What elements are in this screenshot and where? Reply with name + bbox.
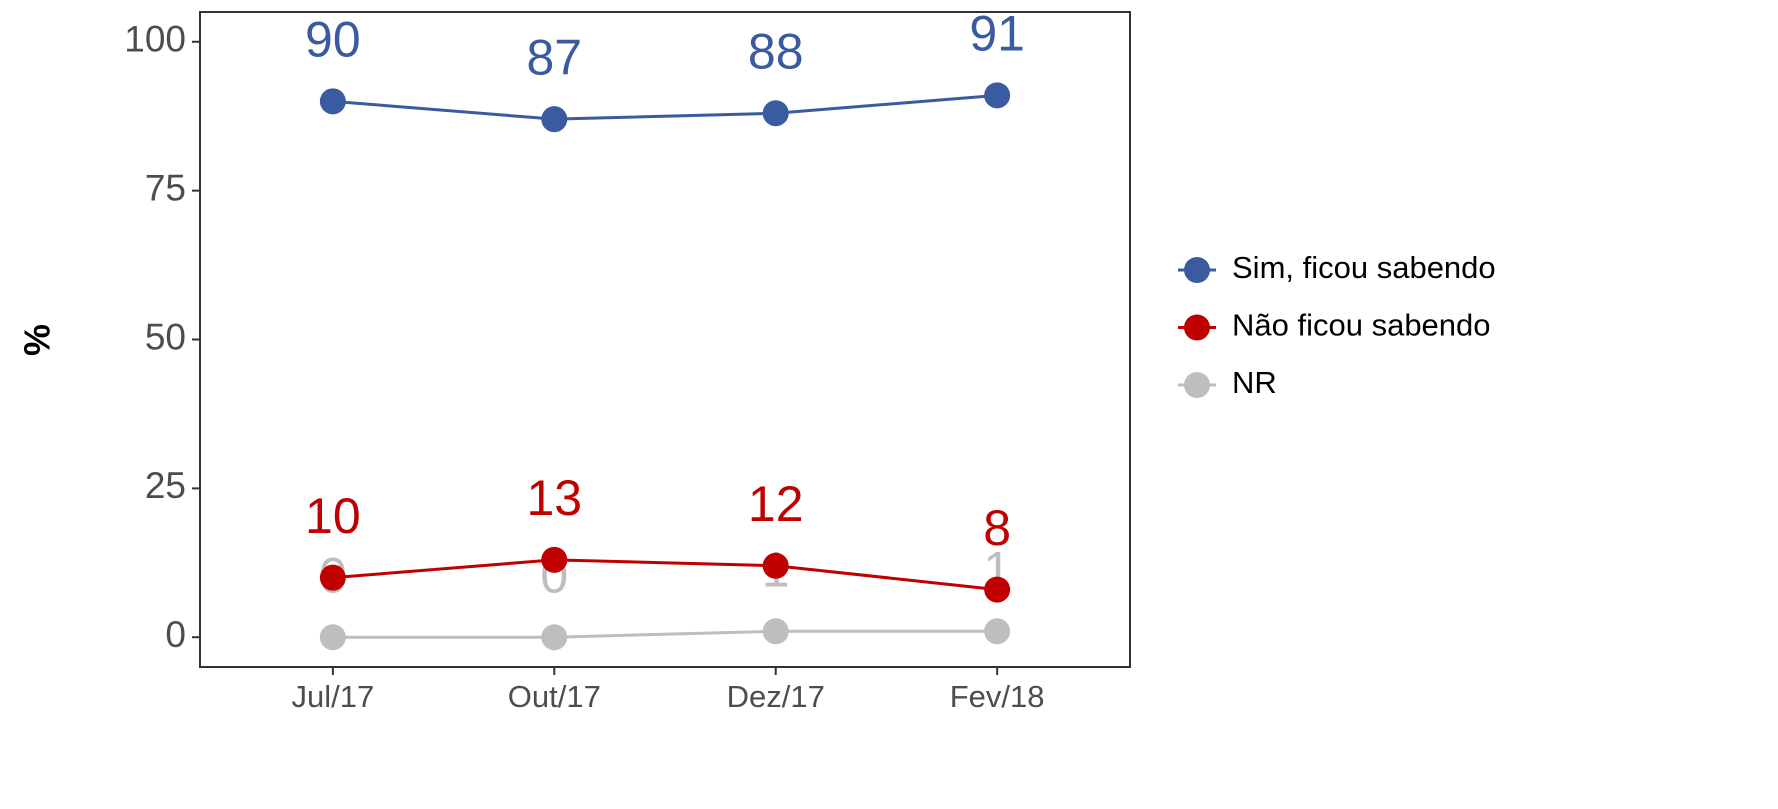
data-label: 13 [526, 470, 582, 526]
data-label: 87 [526, 29, 582, 85]
x-tick-label: Dez/17 [727, 679, 825, 714]
data-label: 88 [748, 23, 804, 79]
data-point [319, 564, 346, 591]
data-point [762, 618, 789, 645]
data-point [541, 546, 568, 573]
legend-key-point [1184, 257, 1210, 283]
y-tick-label: 75 [145, 167, 186, 208]
data-point [984, 576, 1011, 603]
data-point [319, 88, 346, 115]
data-point [984, 618, 1011, 645]
y-axis-label: % [17, 324, 58, 356]
x-tick-label: Jul/17 [291, 679, 374, 714]
x-tick-label: Out/17 [508, 679, 601, 714]
data-label: 10 [305, 488, 361, 544]
data-label: 90 [305, 12, 361, 68]
data-point [762, 100, 789, 127]
data-point [541, 106, 568, 133]
data-point [984, 82, 1011, 109]
series-line [332, 93, 998, 121]
legend-key-point [1184, 314, 1210, 341]
legend-key-point [1184, 372, 1210, 398]
data-label: 12 [748, 476, 804, 532]
series-line [332, 629, 998, 639]
data-label: 91 [969, 6, 1025, 62]
data-point [762, 552, 789, 579]
y-tick-label: 100 [124, 19, 186, 60]
data-point [541, 624, 568, 651]
data-point [319, 624, 346, 651]
series-line [332, 558, 998, 592]
y-tick-label: 25 [145, 465, 186, 506]
y-tick-label: 0 [165, 614, 186, 655]
x-tick-label: Fev/18 [950, 679, 1045, 714]
y-tick-label: 50 [145, 316, 186, 357]
legend-label: Não ficou sabendo [1232, 308, 1491, 343]
legend-label: NR [1232, 365, 1277, 400]
data-label: 8 [983, 500, 1011, 556]
legend-label: Sim, ficou sabendo [1232, 250, 1496, 285]
